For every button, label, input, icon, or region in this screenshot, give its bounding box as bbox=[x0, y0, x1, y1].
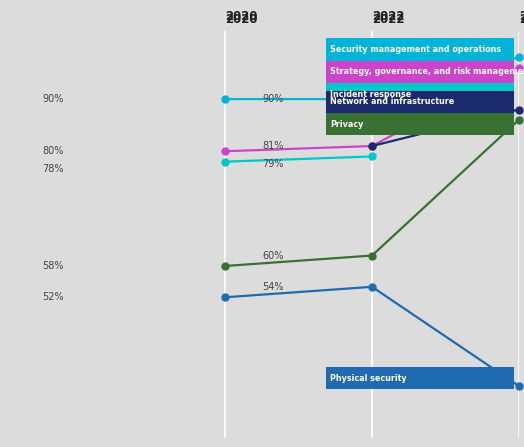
Text: 78%: 78% bbox=[42, 164, 63, 174]
Text: 2022: 2022 bbox=[372, 10, 405, 23]
FancyBboxPatch shape bbox=[325, 61, 514, 83]
Text: Physical security: Physical security bbox=[331, 374, 407, 383]
Text: 54%: 54% bbox=[262, 282, 283, 292]
Text: 96%: 96% bbox=[409, 71, 430, 80]
Text: 81%: 81% bbox=[262, 141, 283, 151]
Text: 88%: 88% bbox=[409, 105, 430, 114]
FancyBboxPatch shape bbox=[325, 90, 514, 113]
Text: 2020: 2020 bbox=[225, 10, 258, 23]
Text: 90%: 90% bbox=[262, 94, 283, 104]
Text: 2024: 2024 bbox=[519, 10, 524, 23]
Text: 80%: 80% bbox=[42, 146, 63, 156]
Text: 52%: 52% bbox=[42, 292, 63, 302]
FancyBboxPatch shape bbox=[325, 113, 514, 135]
Text: Strategy, governance, and risk management: Strategy, governance, and risk managemen… bbox=[331, 67, 524, 76]
FancyBboxPatch shape bbox=[325, 83, 514, 105]
Text: 98%: 98% bbox=[409, 52, 430, 63]
FancyBboxPatch shape bbox=[325, 38, 514, 61]
Text: 79%: 79% bbox=[262, 159, 283, 169]
Text: 58%: 58% bbox=[42, 261, 63, 271]
Text: 60%: 60% bbox=[262, 250, 283, 261]
FancyBboxPatch shape bbox=[325, 367, 514, 389]
Text: Network and infrastructure: Network and infrastructure bbox=[331, 97, 455, 106]
Text: Security management and operations: Security management and operations bbox=[331, 45, 501, 54]
Text: Privacy: Privacy bbox=[331, 119, 364, 129]
Text: 86%: 86% bbox=[409, 123, 430, 133]
Text: Incident response: Incident response bbox=[331, 90, 412, 99]
Text: 35%: 35% bbox=[409, 381, 430, 391]
Text: 90%: 90% bbox=[42, 94, 63, 104]
